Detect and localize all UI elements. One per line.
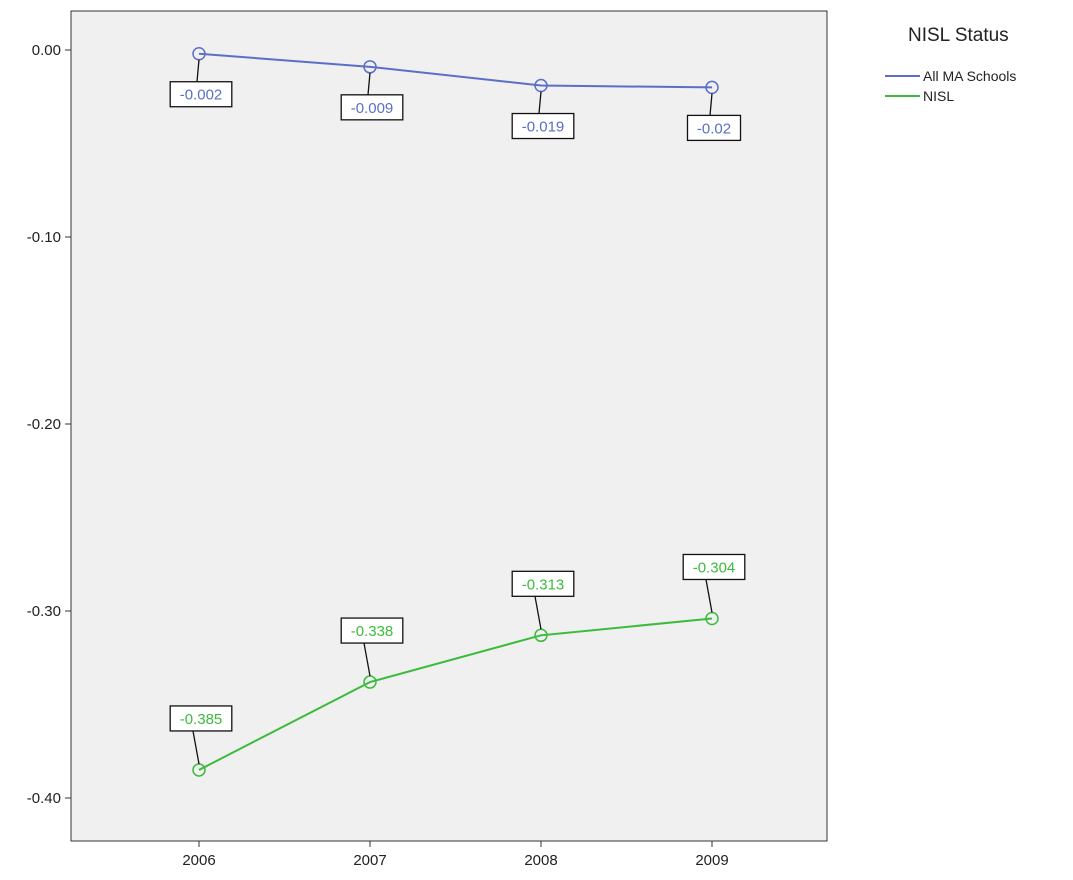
series-0: -0.002 -0.009 -0.019 -0.02 <box>169 46 742 142</box>
data-label: -0.304 <box>693 559 736 576</box>
data-label-box <box>340 617 404 644</box>
data-label-leader <box>709 93 713 116</box>
x-tick-label: 2008 <box>524 852 557 869</box>
data-label-box <box>169 705 233 732</box>
data-label: -0.002 <box>180 87 223 104</box>
data-label: -0.02 <box>697 120 731 137</box>
data-label-leader <box>705 579 713 613</box>
y-tick-label: -0.20 <box>27 416 61 433</box>
data-label: -0.019 <box>522 119 565 136</box>
data-label-box <box>169 81 233 108</box>
series-line <box>198 617 713 771</box>
data-label-leader <box>363 642 371 677</box>
data-label: -0.313 <box>522 576 565 593</box>
x-tick-label: 2006 <box>182 852 215 869</box>
y-tick-label: -0.30 <box>27 603 61 620</box>
y-tick-label: -0.10 <box>27 229 61 246</box>
data-label-leader <box>367 72 371 95</box>
data-label-box <box>511 570 575 597</box>
data-label-leader <box>196 59 200 82</box>
legend-title: NISL Status <box>908 25 1009 46</box>
data-label-box <box>511 112 575 140</box>
series-1: -0.385 -0.338 -0.313 -0.304 <box>169 553 746 777</box>
series-line <box>198 52 713 89</box>
data-label-leader <box>534 596 542 630</box>
data-label: -0.338 <box>351 623 394 640</box>
y-tick-label: 0.00 <box>32 42 61 59</box>
x-axis: 2006 2007 2008 2009 <box>182 841 729 869</box>
series-layer: -0.002 -0.009 -0.019 -0.02 -0.385 -0.338 -0.31… <box>169 46 746 777</box>
data-label-box <box>682 553 746 581</box>
x-tick-label: 2007 <box>353 852 386 869</box>
legend: NISL Status All MA Schools NISL <box>885 25 1016 104</box>
x-tick-label: 2009 <box>695 852 728 869</box>
data-label-leader <box>538 91 542 114</box>
legend-item-label: All MA Schools <box>923 68 1016 84</box>
data-label: -0.009 <box>351 100 394 117</box>
legend-item-label: NISL <box>923 88 954 104</box>
y-axis: 0.00 -0.10 -0.20 -0.30 -0.40 <box>27 42 71 807</box>
data-label-box <box>340 94 404 121</box>
y-tick-label: -0.40 <box>27 790 61 807</box>
plot-area <box>70 10 828 842</box>
data-label: -0.385 <box>180 711 223 728</box>
data-label-leader <box>192 730 200 765</box>
data-label-box <box>686 114 742 142</box>
